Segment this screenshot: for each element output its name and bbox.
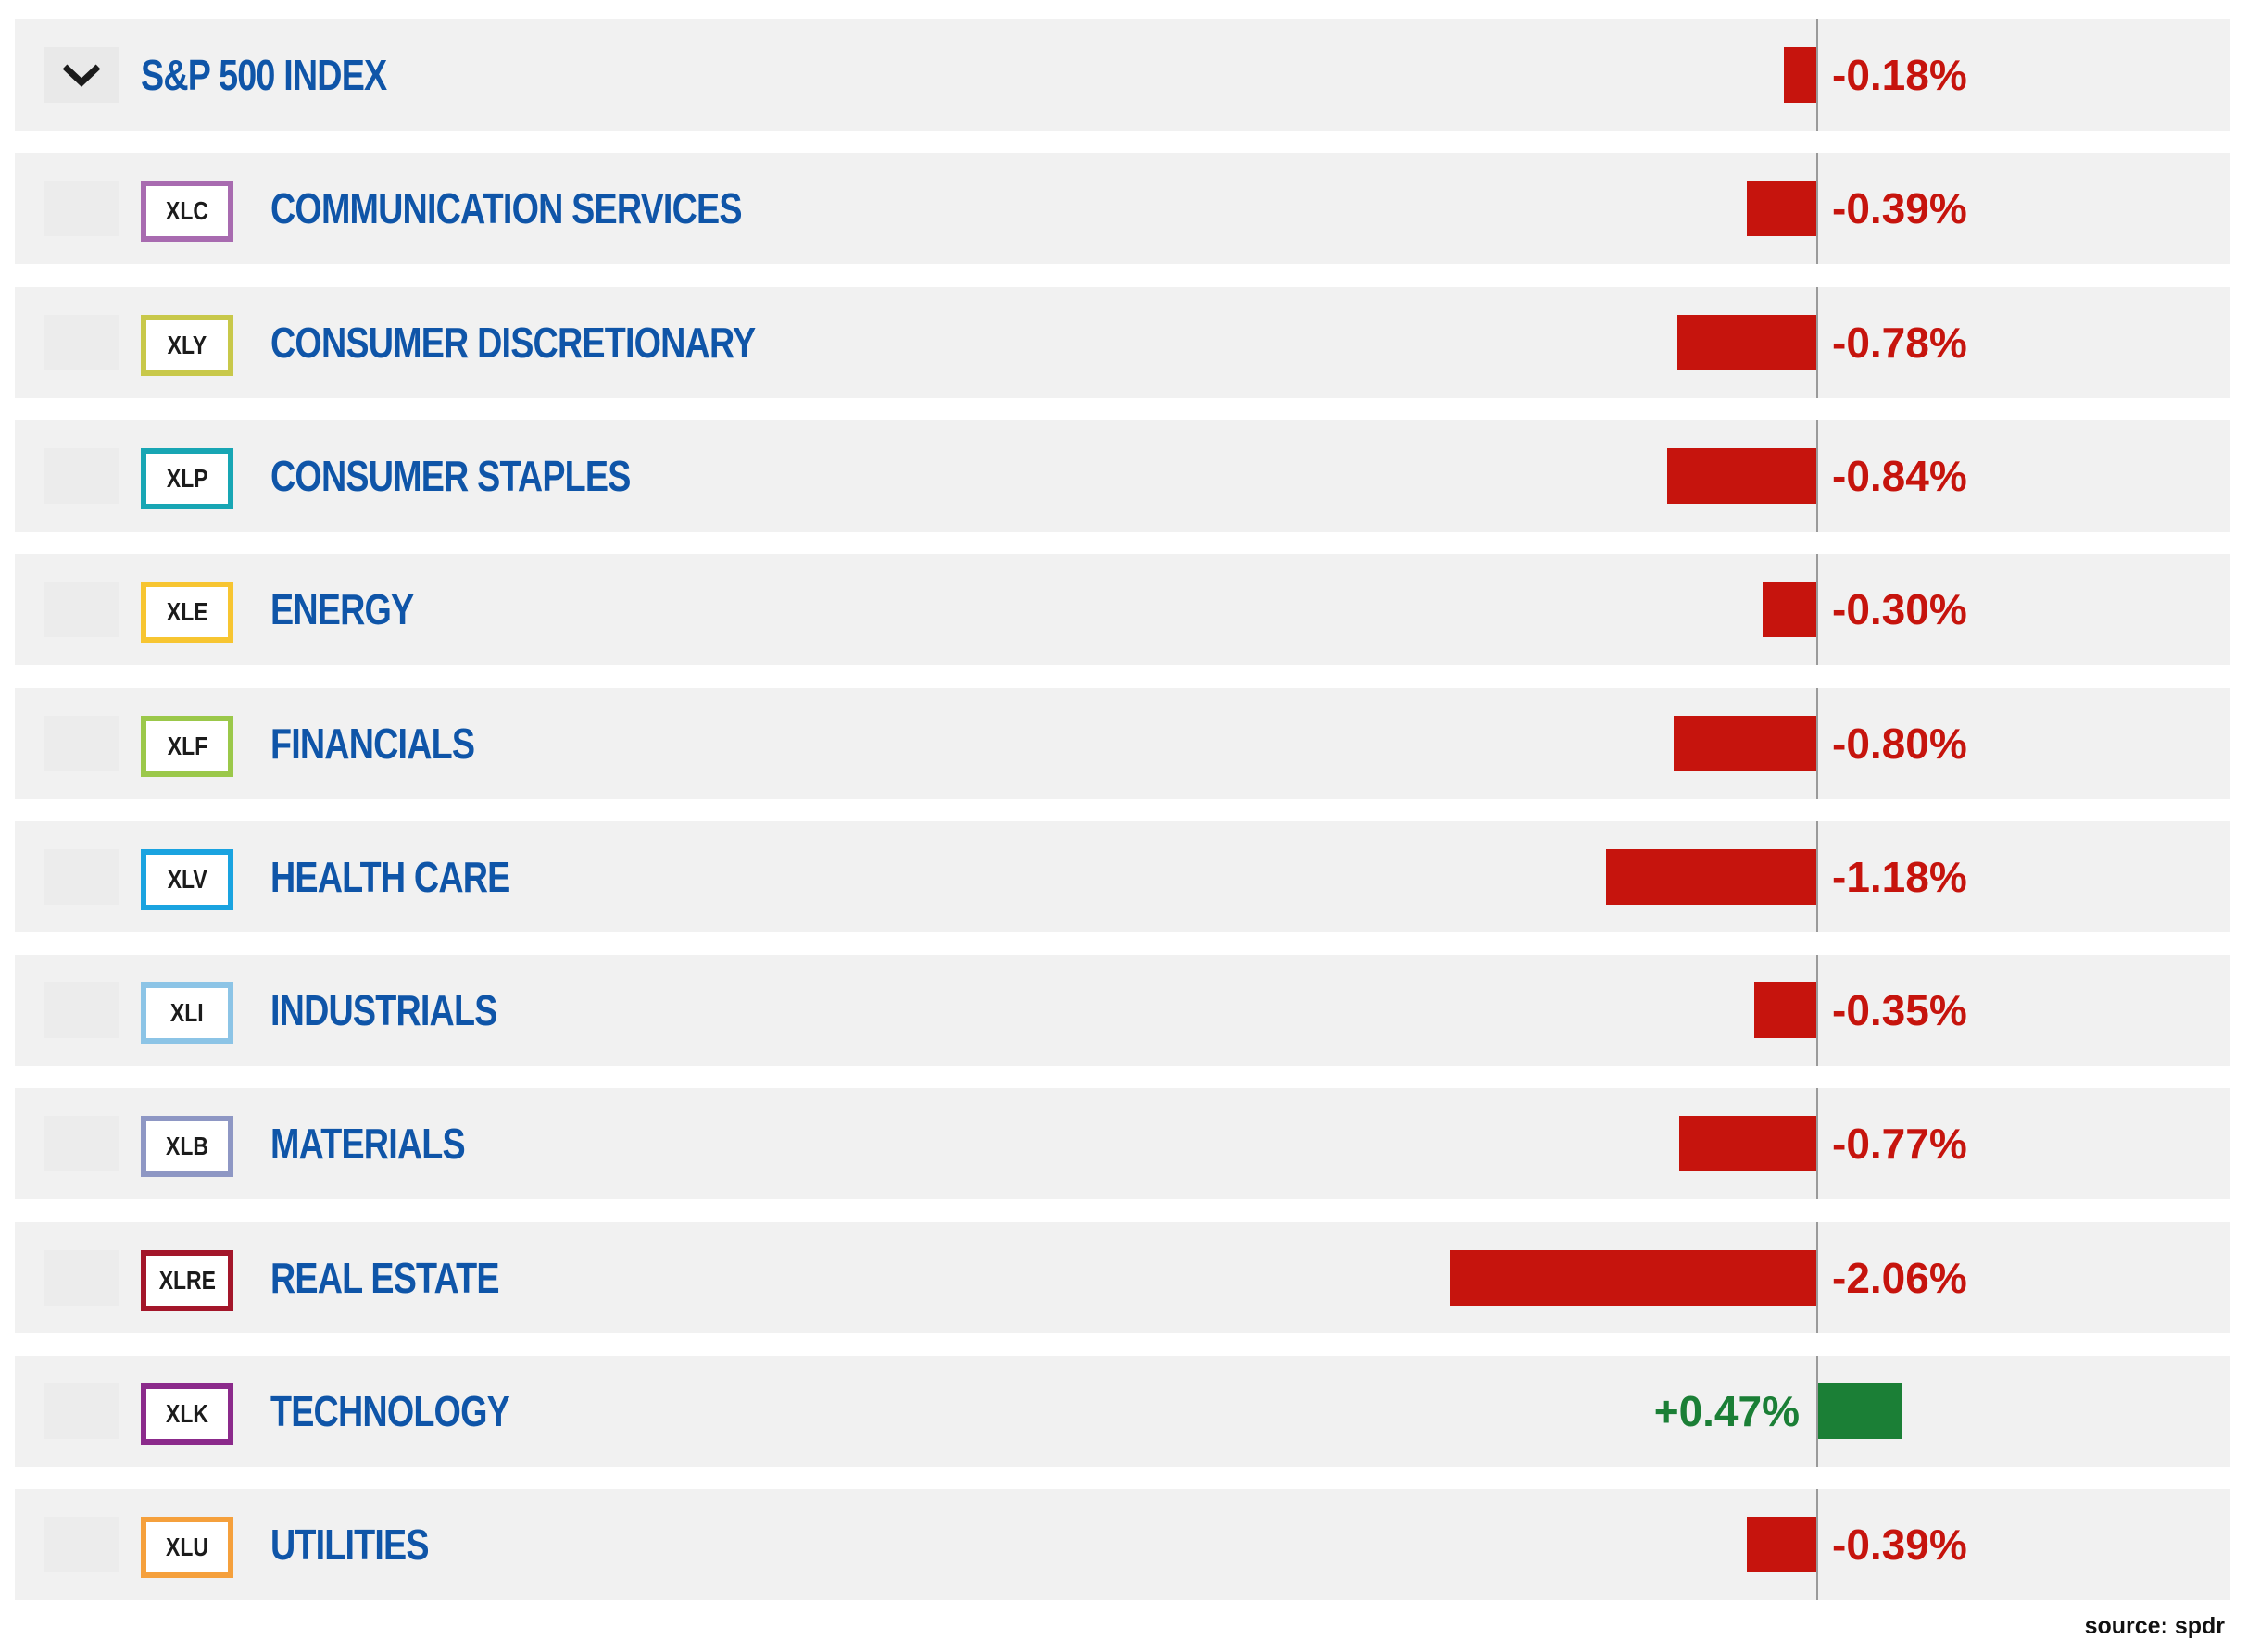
ticker-badge: XLI — [141, 982, 233, 1044]
source-note: source: spdr — [2084, 1613, 2225, 1639]
bar-xlre — [1450, 1250, 1816, 1306]
value-label-xlv: -1.18% — [1832, 853, 1967, 901]
collapse-toggle-button[interactable] — [44, 47, 119, 103]
sector-row-xli[interactable]: XLI INDUSTRIALS -0.35% — [15, 955, 2230, 1066]
sector-row-xlb[interactable]: XLB MATERIALS -0.77% — [15, 1088, 2230, 1199]
value-label-xli: -0.35% — [1832, 986, 1967, 1034]
value-label-xlf: -0.80% — [1832, 720, 1967, 768]
zero-line — [1816, 1088, 1818, 1199]
sector-label: INDUSTRIALS — [270, 986, 497, 1034]
ticker-label: XLC — [166, 196, 208, 225]
value-label-xlre: -2.06% — [1832, 1254, 1967, 1302]
chevron-down-icon — [62, 64, 101, 87]
sector-row-xly[interactable]: XLY CONSUMER DISCRETIONARY -0.78% — [15, 287, 2230, 398]
bar-xlc — [1747, 181, 1816, 236]
sector-row-xlv[interactable]: XLV HEALTH CARE -1.18% — [15, 821, 2230, 932]
value-label-index: -0.18% — [1832, 51, 1967, 99]
value-label-xlb: -0.77% — [1832, 1120, 1967, 1168]
row-icon-slot — [44, 1383, 119, 1439]
sector-label: COMMUNICATION SERVICES — [270, 184, 743, 232]
sector-label: HEALTH CARE — [270, 853, 510, 901]
value-label-xlc: -0.39% — [1832, 184, 1967, 232]
bar-xlk — [1818, 1383, 1902, 1439]
ticker-badge: XLRE — [141, 1250, 233, 1311]
index-label: S&P 500 INDEX — [141, 51, 387, 99]
row-icon-slot — [44, 1250, 119, 1306]
ticker-label: XLE — [166, 597, 208, 626]
ticker-badge: XLE — [141, 582, 233, 643]
row-icon-slot — [44, 982, 119, 1038]
zero-line — [1816, 153, 1818, 264]
bar-xlp — [1666, 448, 1816, 504]
ticker-label: XLB — [166, 1132, 208, 1160]
zero-line — [1816, 821, 1818, 932]
ticker-label: XLU — [166, 1533, 208, 1561]
sector-label: CONSUMER DISCRETIONARY — [270, 319, 756, 367]
ticker-label: XLV — [167, 865, 207, 894]
row-icon-slot — [44, 1517, 119, 1572]
index-row[interactable]: S&P 500 INDEX -0.18% — [15, 19, 2230, 131]
bar-xli — [1753, 982, 1816, 1038]
bar-xly — [1677, 315, 1816, 370]
zero-line — [1816, 554, 1818, 665]
ticker-badge: XLK — [141, 1383, 233, 1445]
row-icon-slot — [44, 181, 119, 236]
bar-xle — [1763, 582, 1816, 637]
row-icon-slot — [44, 1116, 119, 1171]
zero-line — [1816, 1356, 1818, 1467]
ticker-label: XLY — [167, 331, 207, 359]
ticker-badge: XLB — [141, 1116, 233, 1177]
zero-line — [1816, 19, 1818, 131]
sector-label: FINANCIALS — [270, 720, 475, 768]
ticker-badge: XLC — [141, 181, 233, 242]
ticker-label: XLRE — [158, 1266, 216, 1295]
zero-line — [1816, 1222, 1818, 1333]
bar-xlv — [1606, 849, 1816, 905]
ticker-badge: XLV — [141, 849, 233, 910]
row-icon-slot — [44, 849, 119, 905]
zero-line — [1816, 688, 1818, 799]
sector-row-xlp[interactable]: XLP CONSUMER STAPLES -0.84% — [15, 420, 2230, 532]
sector-label: ENERGY — [270, 585, 414, 633]
row-icon-slot — [44, 448, 119, 504]
sector-label: REAL ESTATE — [270, 1254, 499, 1302]
bar-xlu — [1747, 1517, 1816, 1572]
ticker-label: XLI — [170, 998, 204, 1027]
sector-row-xlf[interactable]: XLF FINANCIALS -0.80% — [15, 688, 2230, 799]
value-label-xly: -0.78% — [1832, 319, 1967, 367]
sector-row-xle[interactable]: XLE ENERGY -0.30% — [15, 554, 2230, 665]
ticker-badge: XLP — [141, 448, 233, 509]
value-label-xle: -0.30% — [1832, 585, 1967, 633]
zero-line — [1816, 955, 1818, 1066]
ticker-label: XLP — [166, 464, 208, 493]
sector-label: MATERIALS — [270, 1120, 466, 1168]
bar-index — [1784, 47, 1816, 103]
zero-line — [1816, 287, 1818, 398]
bar-xlf — [1674, 716, 1816, 771]
row-icon-slot — [44, 315, 119, 370]
value-label-xlu: -0.39% — [1832, 1521, 1967, 1569]
ticker-badge: XLY — [141, 315, 233, 376]
zero-line — [1816, 1489, 1818, 1600]
ticker-badge: XLF — [141, 716, 233, 777]
ticker-badge: XLU — [141, 1517, 233, 1578]
zero-line — [1816, 420, 1818, 532]
sector-label: CONSUMER STAPLES — [270, 452, 631, 500]
bar-xlb — [1679, 1116, 1816, 1171]
ticker-label: XLK — [166, 1399, 208, 1428]
ticker-label: XLF — [167, 732, 207, 760]
sector-row-xlre[interactable]: XLRE REAL ESTATE -2.06% — [15, 1222, 2230, 1333]
sector-row-xlu[interactable]: XLU UTILITIES -0.39% — [15, 1489, 2230, 1600]
sector-row-xlk[interactable]: XLK TECHNOLOGY +0.47% — [15, 1356, 2230, 1467]
value-label-xlp: -0.84% — [1832, 452, 1967, 500]
sector-label: UTILITIES — [270, 1521, 430, 1569]
row-icon-slot — [44, 582, 119, 637]
value-label-xlk: +0.47% — [1653, 1387, 1800, 1435]
sector-row-xlc[interactable]: XLC COMMUNICATION SERVICES -0.39% — [15, 153, 2230, 264]
sector-label: TECHNOLOGY — [270, 1387, 510, 1435]
row-icon-slot — [44, 716, 119, 771]
